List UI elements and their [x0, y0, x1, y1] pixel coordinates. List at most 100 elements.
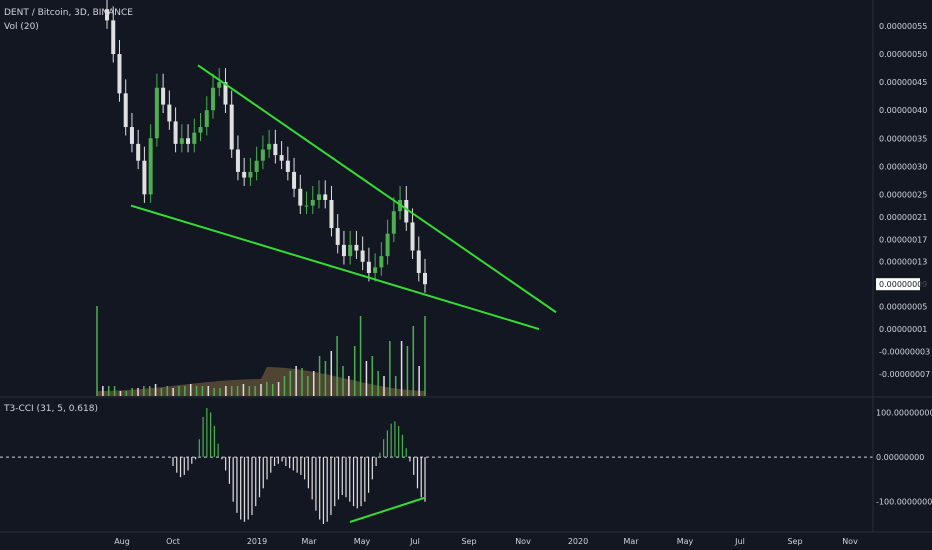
volume-bar: [295, 366, 297, 396]
price-tick-label: 0.00000021: [879, 213, 927, 222]
volume-bar: [318, 356, 321, 396]
volume-bar: [330, 351, 333, 396]
volume-bar: [219, 388, 221, 396]
candle-body: [167, 104, 172, 122]
volume-bar: [131, 388, 133, 396]
price-tick-label: 0.00000001: [879, 325, 927, 334]
volume-bar: [383, 376, 385, 396]
volume-bar: [184, 386, 186, 396]
volume-label: Vol (20): [4, 22, 39, 32]
price-tick-label: 0.00000045: [879, 78, 927, 87]
volume-bars: [96, 306, 426, 396]
time-tick-label: Jul: [409, 537, 420, 546]
volume-bar: [207, 386, 210, 396]
candle-body: [310, 200, 315, 206]
price-tick-label: 0.00000055: [879, 22, 927, 31]
volume-bar: [96, 306, 98, 396]
time-tick-label: May: [354, 537, 371, 546]
candle-body: [192, 132, 197, 144]
volume-bar: [359, 316, 362, 396]
volume-bar: [242, 384, 245, 396]
volume-bar: [236, 386, 239, 396]
time-tick-label: Sep: [461, 537, 476, 546]
cci-label: T3-CCI (31, 5, 0.618): [4, 404, 98, 414]
candle-body: [105, 9, 109, 21]
volume-bar: [412, 326, 415, 396]
price-axis[interactable]: 0.00000055 0.00000050 0.00000045 0.00000040…: [0, 0, 932, 533]
volume-bar: [137, 388, 139, 396]
price-tick-label: 0.00000025: [879, 190, 927, 199]
volume-bar: [336, 336, 338, 396]
candle-body: [260, 149, 265, 161]
volume-bar: [102, 386, 104, 396]
candle-body: [360, 250, 365, 262]
volume-bar: [394, 376, 397, 396]
volume-bar: [283, 376, 286, 396]
time-tick-label: Mar: [301, 537, 317, 546]
candle-body: [391, 211, 396, 234]
candle-body: [148, 138, 153, 195]
volume-bar: [260, 384, 262, 396]
volume-bar: [371, 356, 374, 396]
candle-body: [329, 200, 334, 229]
candle-body: [117, 54, 122, 94]
candle-body: [410, 222, 415, 251]
volume-bar: [230, 386, 233, 396]
candle-body: [223, 82, 228, 105]
candle-body: [404, 200, 409, 223]
price-tick-label: 0.00000013: [879, 258, 927, 267]
trendlines: [130, 64, 557, 331]
volume-bar: [248, 386, 251, 396]
cci-bars: [0, 408, 873, 524]
volume-bar: [201, 386, 204, 396]
candle-body: [154, 87, 159, 139]
symbol-title: DENT / Bitcoin, 3D, BINANCE: [4, 8, 133, 18]
candle-body: [423, 272, 427, 285]
candle-body: [298, 188, 303, 206]
volume-bar: [143, 386, 145, 396]
price-tick-label: 0.00000050: [879, 50, 927, 59]
candle-body: [317, 194, 321, 200]
time-tick-label: May: [677, 537, 694, 546]
price-tick-label: 0.00000030: [879, 162, 927, 171]
candle-body: [217, 82, 222, 88]
volume-bar: [312, 371, 315, 396]
time-tick-label: Oct: [166, 537, 180, 546]
volume-bar: [353, 346, 356, 396]
volume-bar: [348, 376, 350, 396]
current-price-label: 0.00000009: [879, 280, 927, 289]
candle-body: [416, 250, 421, 273]
cci-divergence-line: [349, 497, 425, 523]
price-tick-label: -0.00000003: [879, 348, 930, 357]
volume-bar: [301, 368, 303, 396]
candle-body: [242, 171, 247, 178]
candle-body: [129, 127, 134, 144]
volume-bar: [154, 384, 157, 396]
candle-body: [186, 138, 191, 144]
volume-bar: [178, 386, 180, 396]
cci-tick-label: 0.00000000: [876, 453, 924, 462]
time-tick-label: 2019: [247, 537, 267, 546]
volume-bar: [271, 384, 274, 396]
candle-body: [179, 138, 184, 144]
current-price-box: [876, 278, 920, 291]
candle-body: [279, 155, 284, 161]
candle-body: [198, 127, 203, 133]
candle-body: [248, 171, 253, 178]
candle-body: [292, 171, 297, 189]
time-axis[interactable]: Aug Oct 2019 Mar May Jul Sep Nov 2020 Mar May Jul Se…: [114, 537, 858, 546]
time-tick-label: Sep: [787, 537, 802, 546]
volume-bar: [225, 386, 227, 396]
cci-tick-label: -100.00000000: [876, 498, 932, 507]
candle-body: [173, 121, 178, 144]
volume-bar: [125, 391, 128, 396]
candle-body: [348, 244, 353, 257]
volume-bar: [166, 386, 169, 396]
candle-body: [254, 160, 259, 172]
time-tick-label: Nov: [515, 537, 531, 546]
volume-bar: [342, 366, 344, 396]
volume-bar: [406, 346, 409, 396]
candle-body: [366, 261, 371, 273]
candle-body: [354, 244, 359, 251]
